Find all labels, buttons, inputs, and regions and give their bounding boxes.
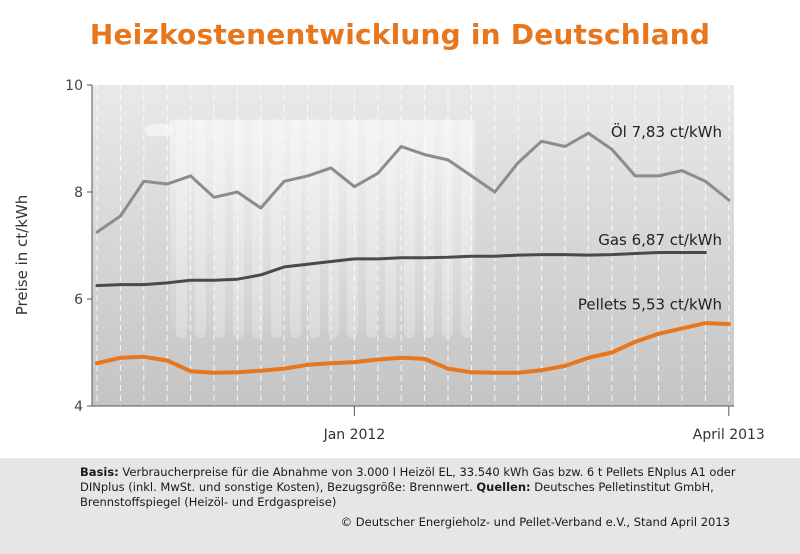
radiator-fin: [366, 118, 377, 338]
grid-lines: [96, 85, 730, 406]
y-tick-label: 10: [65, 78, 83, 94]
series-labels: Öl 7,83 ct/kWh Gas 6,87 ct/kWh Pellets 5,5…: [578, 122, 722, 313]
series-line-gas: [95, 251, 707, 288]
series-label: Öl 7,83 ct/kWh: [611, 122, 722, 141]
x-tick-label: Jan 2012: [323, 427, 386, 443]
radiator-fin: [176, 118, 187, 338]
radiator-fin: [309, 118, 320, 338]
y-tick-label: 4: [74, 399, 83, 415]
y-tick-label: 8: [74, 185, 83, 201]
radiator-fin: [195, 118, 206, 338]
footnote: Basis: Verbraucherpreise für die Abnahme…: [80, 465, 760, 510]
radiator-fin: [214, 118, 225, 338]
radiator-fin: [347, 118, 358, 338]
basis-label: Basis:: [80, 465, 119, 479]
radiator-valve: [145, 124, 173, 136]
series-line-pellets: [95, 321, 731, 375]
axes: 4 6 8 10 Jan 2012 April 2013: [65, 78, 765, 443]
y-tick-label: 6: [74, 292, 83, 308]
footer-panel: [0, 458, 800, 554]
chart-title: Heizkostenentwicklung in Deutschland: [89, 18, 711, 51]
radiator-fin: [461, 118, 472, 338]
series-lines: [95, 131, 731, 375]
copyright-notice: © Deutscher Energieholz- und Pellet-Verb…: [340, 515, 730, 529]
radiator-fin: [328, 118, 339, 338]
basis-text: Verbraucherpreise für die Abnahme von 3.…: [80, 465, 736, 494]
radiator-illustration: [145, 118, 475, 338]
series-line-l: [95, 131, 731, 234]
series-label: Gas 6,87 ct/kWh: [598, 231, 722, 249]
series-label: Pellets 5,53 ct/kWh: [578, 295, 722, 313]
sources-text: Deutsches Pelletinstitut GmbH, Brennstof…: [80, 480, 714, 509]
radiator-fin: [423, 118, 434, 338]
radiator-fin: [404, 118, 415, 338]
sources-label: Quellen:: [476, 480, 531, 494]
line-chart: 4 6 8 10 Jan 2012 April 2013 Öl 7,83 ct/kWh Ga…: [65, 78, 765, 443]
radiator-fin: [385, 118, 396, 338]
radiator-fin: [271, 118, 282, 338]
radiator-fin: [233, 118, 244, 338]
radiator-fin: [252, 118, 263, 338]
radiator-fin: [290, 118, 301, 338]
x-tick-label: April 2013: [693, 427, 765, 443]
